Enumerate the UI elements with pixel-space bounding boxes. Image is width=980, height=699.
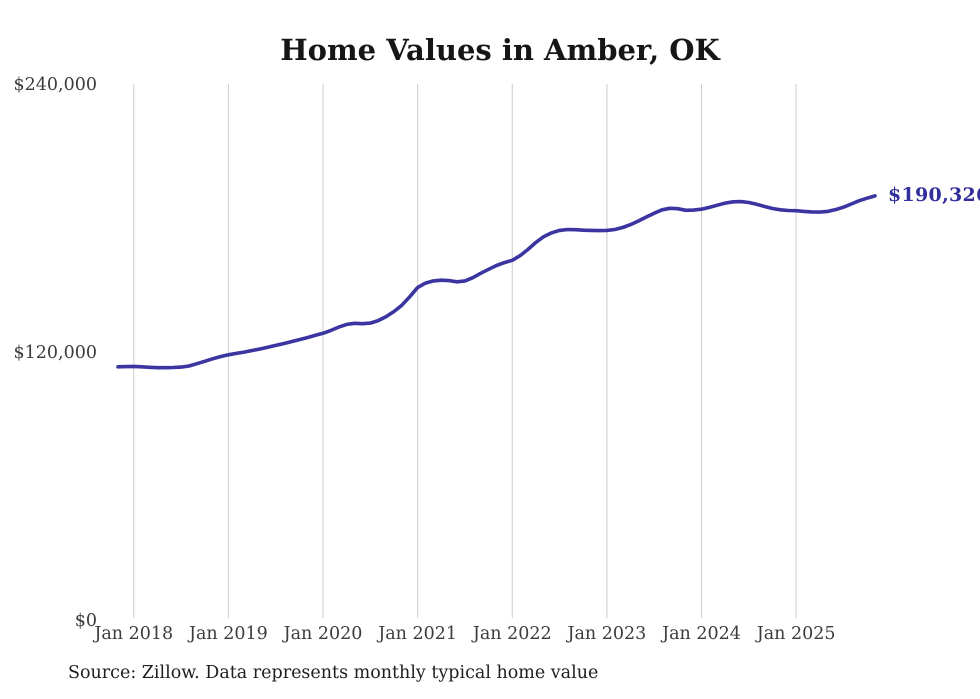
x-tick-label: Jan 2025 xyxy=(756,624,836,644)
x-tick-label: Jan 2019 xyxy=(188,624,268,644)
source-note: Source: Zillow. Data represents monthly … xyxy=(68,663,599,683)
y-tick-label: $0 xyxy=(74,611,97,631)
y-tick-label: $240,000 xyxy=(13,75,97,95)
x-tick-label: Jan 2020 xyxy=(283,624,363,644)
y-tick-label: $120,000 xyxy=(13,343,97,363)
home-value-line-series xyxy=(116,194,877,370)
x-tick-label: Jan 2024 xyxy=(662,624,741,644)
x-tick-label: Jan 2022 xyxy=(472,624,552,644)
line-end-value-label: $190,326 xyxy=(888,183,980,206)
x-tick-label: Jan 2018 xyxy=(94,624,174,644)
chart-title: Home Values in Amber, OK xyxy=(280,33,720,67)
x-tick-label: Jan 2021 xyxy=(378,624,458,644)
x-tick-label: Jan 2023 xyxy=(567,624,647,644)
